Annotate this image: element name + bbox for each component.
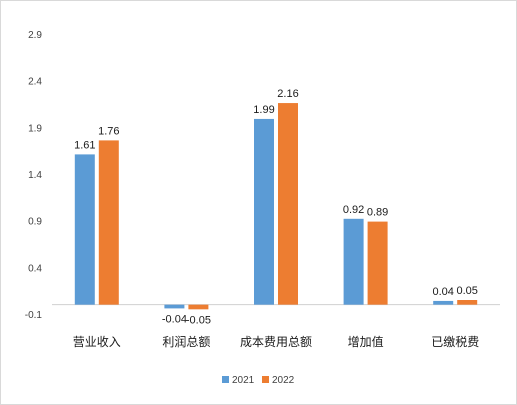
data-label: 2.16 — [277, 88, 298, 100]
y-tick-label: -0.1 — [25, 310, 43, 321]
data-label: 0.92 — [343, 204, 364, 216]
bar-2021-2 — [254, 118, 274, 305]
y-tick-label: 1.9 — [28, 123, 42, 134]
data-label: 1.99 — [253, 104, 274, 116]
category-label: 利润总额 — [162, 335, 210, 349]
bar-2022-0 — [98, 140, 119, 305]
category-label: 成本费用总额 — [240, 335, 312, 349]
legend-label: 2021 — [232, 375, 255, 386]
bar-2022-4 — [457, 300, 478, 305]
bar-2022-2 — [278, 103, 298, 305]
y-tick-label: 2.4 — [28, 77, 42, 88]
data-label: -0.05 — [186, 314, 211, 326]
data-label: -0.04 — [162, 313, 187, 325]
data-label: 0.05 — [456, 285, 477, 297]
bar-2021-1 — [164, 304, 185, 309]
y-tick-label: 1.4 — [28, 170, 42, 181]
data-label: 0.89 — [367, 207, 388, 219]
bar-2022-3 — [367, 221, 388, 305]
legend-label: 2022 — [272, 375, 295, 386]
legend-swatch-2022 — [262, 376, 269, 383]
bar-2021-4 — [433, 300, 454, 305]
y-tick-label: 0.4 — [28, 263, 42, 274]
bar-2021-0 — [74, 154, 95, 305]
data-label: 1.76 — [98, 125, 119, 137]
bar-2021-3 — [343, 218, 364, 305]
data-label: 1.61 — [74, 139, 95, 151]
data-label: 0.04 — [432, 286, 453, 298]
legend-swatch-2021 — [222, 376, 229, 383]
category-label: 营业收入 — [73, 335, 121, 349]
bar-2022-1 — [188, 304, 209, 310]
category-label: 增加值 — [348, 334, 384, 349]
y-tick-label: 0.9 — [28, 217, 42, 228]
category-label: 已缴税费 — [431, 334, 479, 349]
y-tick-label: 2.9 — [28, 30, 42, 41]
